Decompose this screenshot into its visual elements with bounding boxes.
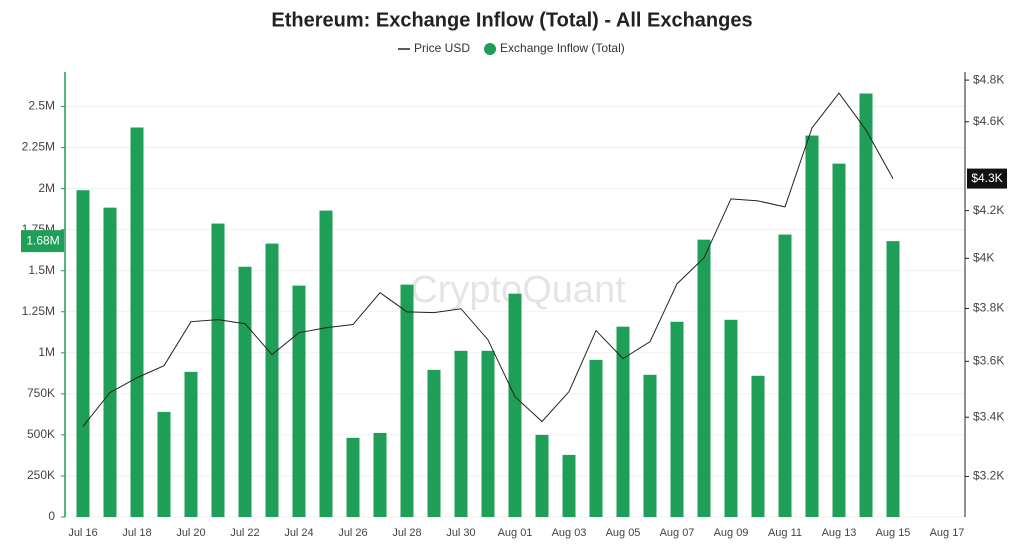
bar: [670, 321, 684, 517]
y2-tick-label: $4.6K: [973, 114, 1004, 128]
bar: [751, 375, 765, 517]
x-tick-label: Aug 01: [498, 527, 533, 539]
bar: [157, 411, 171, 517]
y2-tick-label: $3.4K: [973, 409, 1004, 423]
y-tick-label: 0: [48, 509, 55, 523]
x-tick-label: Jul 20: [176, 527, 205, 539]
bar: [103, 207, 117, 517]
y-tick-label: 1.5M: [28, 263, 55, 277]
x-tick-label: Aug 03: [552, 527, 587, 539]
y-tick-label: 500K: [27, 427, 55, 441]
bar: [778, 234, 792, 517]
value-label: 1.68M: [26, 233, 59, 247]
y2-tick-label: $3.6K: [973, 353, 1004, 367]
x-tick-label: Jul 26: [338, 527, 367, 539]
y2-tick-label: $3.2K: [973, 469, 1004, 483]
y-tick-label: 2M: [38, 181, 55, 195]
x-tick-label: Jul 24: [284, 527, 313, 539]
x-tick-label: Aug 07: [660, 527, 695, 539]
bar: [697, 239, 711, 518]
y-tick-label: 1M: [38, 345, 55, 359]
y2-tick-label: $4.2K: [973, 203, 1004, 217]
bar: [832, 163, 846, 517]
bar: [346, 437, 360, 517]
bar: [562, 454, 576, 517]
bar: [184, 371, 198, 517]
bar: [130, 127, 144, 518]
x-tick-label: Aug 15: [876, 527, 911, 539]
x-tick-label: Aug 17: [930, 527, 965, 539]
x-tick-label: Jul 16: [68, 527, 97, 539]
value-label: $4.3K: [971, 171, 1002, 185]
bar: [724, 319, 738, 517]
y2-tick-label: $4.8K: [973, 72, 1004, 86]
x-tick-label: Jul 30: [446, 527, 475, 539]
legend-label: Exchange Inflow (Total): [500, 41, 625, 55]
y-tick-label: 250K: [27, 468, 55, 482]
bar: [427, 369, 441, 517]
bar: [211, 223, 225, 517]
y-tick-label: 2.5M: [28, 99, 55, 113]
y-tick-label: 2.25M: [22, 140, 55, 154]
y2-tick-label: $3.8K: [973, 301, 1004, 315]
x-tick-label: Aug 09: [714, 527, 749, 539]
bar: [76, 190, 90, 518]
bar: [805, 135, 819, 517]
y2-tick-label: $4K: [973, 251, 994, 265]
x-tick-label: Jul 28: [392, 527, 421, 539]
bar: [643, 374, 657, 517]
y-tick-label: 750K: [27, 386, 55, 400]
bar: [238, 266, 252, 517]
x-tick-label: Jul 18: [122, 527, 151, 539]
bar: [589, 359, 603, 517]
value-label-box: [967, 168, 1007, 189]
bar: [535, 434, 549, 517]
chart-title: Ethereum: Exchange Inflow (Total) - All …: [271, 9, 752, 31]
bar: [616, 326, 630, 517]
bar: [319, 210, 333, 518]
x-tick-label: Aug 11: [768, 527, 802, 539]
bar: [886, 241, 900, 517]
bar: [400, 284, 414, 517]
legend-label: Price USD: [414, 41, 470, 55]
price-line: [82, 92, 894, 427]
value-label-box: [21, 230, 64, 253]
x-tick-label: Jul 22: [230, 527, 259, 539]
bar: [373, 432, 387, 517]
legend-dot: [484, 43, 497, 55]
x-tick-label: Aug 05: [606, 527, 641, 539]
bar: [481, 350, 495, 517]
bar: [859, 93, 873, 517]
bar: [292, 285, 306, 517]
bar: [508, 293, 522, 517]
y-tick-label: 1.25M: [22, 304, 55, 318]
x-tick-label: Aug 13: [822, 527, 857, 539]
bar: [454, 350, 468, 517]
bar: [265, 243, 279, 517]
